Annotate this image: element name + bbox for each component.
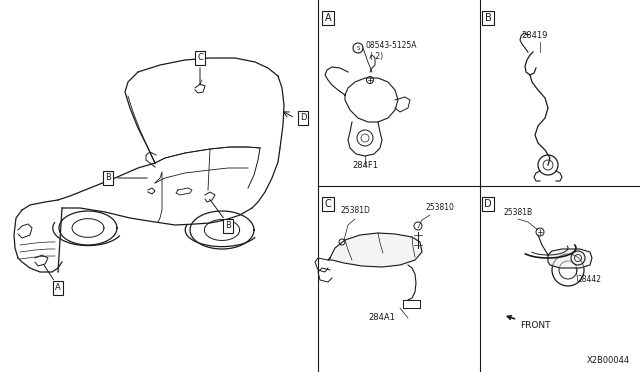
Text: X2B00044: X2B00044 [587,356,630,365]
Text: B: B [225,221,231,231]
Text: 25381D: 25381D [340,206,370,215]
Polygon shape [548,249,592,268]
Text: C: C [324,199,332,209]
Text: D: D [300,113,307,122]
Text: 284F1: 284F1 [352,161,378,170]
Text: A: A [324,13,332,23]
Text: B: B [484,13,492,23]
Text: 08543-5125A: 08543-5125A [365,42,417,51]
Text: 253810: 253810 [425,203,454,212]
Text: S: S [356,45,360,51]
Text: 284A1: 284A1 [369,313,396,322]
Text: B: B [105,173,111,183]
Text: FRONT: FRONT [508,316,550,330]
Polygon shape [328,233,422,267]
Text: A: A [55,283,61,292]
Text: C: C [197,54,203,62]
Text: 28442: 28442 [578,275,602,284]
Text: 25381B: 25381B [504,208,532,217]
Text: 28419: 28419 [522,31,548,40]
Text: ( 2): ( 2) [370,51,383,61]
Text: D: D [484,199,492,209]
